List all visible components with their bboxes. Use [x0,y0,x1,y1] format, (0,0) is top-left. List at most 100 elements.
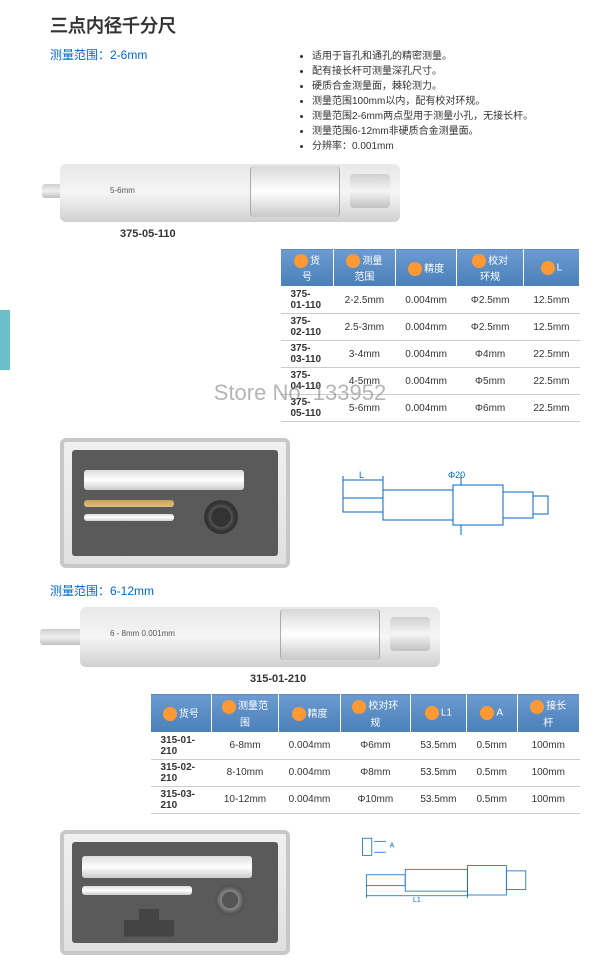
part-number-2: 315-01-210 [250,673,580,685]
case-and-drawing-1: L Φ20 [50,430,580,576]
table-row: 375-03-1103-4mm0.004mmΦ4mm22.5mm [281,341,580,368]
bullet-item: 配有接长杆可测量深孔尺寸。 [312,64,580,79]
table-header: 货号 [151,694,212,732]
table-cell: 0.004mm [279,732,341,759]
table-cell: 12.5mm [523,314,579,341]
draw2-A: A [390,842,395,849]
table-header: 货号 [281,249,334,287]
header-icon [530,700,544,714]
table-cell: 6-8mm [211,732,278,759]
bullet-item: 硬质合金测量面，棘轮测力。 [312,79,580,94]
table-row: 375-01-1102-2.5mm0.004mmΦ2.5mm12.5mm [281,287,580,314]
mic1-label: 5-6mm [110,186,135,195]
table-cell: 53.5mm [410,732,466,759]
table-cell: 375-03-110 [281,341,334,368]
table-cell: 0.004mm [395,368,457,395]
table-cell: Φ2.5mm [457,287,523,314]
table-row: 375-02-1102.5-3mm0.004mmΦ2.5mm12.5mm [281,314,580,341]
table-header: 校对环规 [457,249,523,287]
header-icon [472,254,486,268]
table-cell: 0.004mm [395,287,457,314]
bullet-item: 测量范围2-6mm两点型用于测量小孔，无接长杆。 [312,109,580,124]
table-cell: 0.5mm [466,732,517,759]
table-cell: 100mm [517,759,580,786]
range-label-2: 测量范围：6-12mm [50,582,580,599]
table-cell: 8-10mm [211,759,278,786]
table-cell: Φ2.5mm [457,314,523,341]
table-header: 接长杆 [517,694,580,732]
table-header: 精度 [279,694,341,732]
table-header: 校对环规 [340,694,410,732]
header-icon [352,700,366,714]
table-cell: 0.004mm [395,314,457,341]
table-header: L [523,249,579,287]
table-row: 375-04-1104-5mm0.004mmΦ5mm22.5mm [281,368,580,395]
table-cell: 315-02-210 [151,759,212,786]
table-cell: 2.5-3mm [334,314,396,341]
table-cell: 0.004mm [395,341,457,368]
table-cell: 22.5mm [523,368,579,395]
table-header: 测量范围 [211,694,278,732]
draw2-L1: L1 [413,897,421,902]
header-icon [480,706,494,720]
table-cell: 375-02-110 [281,314,334,341]
table-cell: Φ6mm [340,732,410,759]
header-icon [425,706,439,720]
spec-table-2: 货号测量范围精度校对环规L1A接长杆315-01-2106-8mm0.004mm… [150,693,580,813]
technical-drawing-1: L Φ20 [333,470,563,543]
micrometer-image-1: 5-6mm [60,164,400,222]
table-cell: 53.5mm [410,759,466,786]
header-icon [294,254,308,268]
bullet-item: 分辨率：0.001mm [312,139,580,154]
draw1-d20: Φ20 [448,470,465,480]
header-icon [222,700,236,714]
case-image-2 [60,830,290,955]
table-cell: 5-6mm [334,395,396,422]
table-cell: 22.5mm [523,395,579,422]
page-title: 三点内径千分尺 [50,12,580,38]
table-cell: 22.5mm [523,341,579,368]
product-1: 5-6mm 375-05-110 [50,164,580,240]
table-cell: 4-5mm [334,368,396,395]
table-cell: 0.5mm [466,759,517,786]
feature-bullets: 适用于盲孔和通孔的精密测量。配有接长杆可测量深孔尺寸。硬质合金测量面，棘轮测力。… [300,49,580,154]
table-cell: 0.004mm [395,395,457,422]
table-header: A [466,694,517,732]
table-cell: Φ6mm [457,395,523,422]
mic2-label: 6 - 8mm 0.001mm [110,629,175,638]
table-header: 精度 [395,249,457,287]
header-icon [346,254,360,268]
table-cell: Φ5mm [457,368,523,395]
micrometer-image-2: 6 - 8mm 0.001mm [80,607,440,667]
table-cell: 375-05-110 [281,395,334,422]
table-header: 测量范围 [334,249,396,287]
table-cell: 2-2.5mm [334,287,396,314]
header-icon [163,707,177,721]
header-icon [408,262,422,276]
bullet-item: 适用于盲孔和通孔的精密测量。 [312,49,580,64]
bullet-item: 测量范围100mm以内，配有校对环规。 [312,94,580,109]
table-row: 315-01-2106-8mm0.004mmΦ6mm53.5mm0.5mm100… [151,732,580,759]
table-cell: 3-4mm [334,341,396,368]
table-row: 315-02-2108-10mm0.004mmΦ8mm53.5mm0.5mm10… [151,759,580,786]
table-cell: Φ4mm [457,341,523,368]
header-icon [541,261,555,275]
table-header: L1 [410,694,466,732]
spec-table-1: 货号测量范围精度校对环规L375-01-1102-2.5mm0.004mmΦ2.… [280,248,580,422]
table-cell: 375-01-110 [281,287,334,314]
part-number-1: 375-05-110 [120,228,580,240]
bullet-item: 测量范围6-12mm非硬质合金测量面。 [312,124,580,139]
side-tab [0,310,10,370]
case-image-1 [60,438,290,568]
table-cell: 375-04-110 [281,368,334,395]
table-cell: 0.004mm [279,759,341,786]
technical-drawing-2: A L1 [333,832,563,905]
table-cell: Φ8mm [340,759,410,786]
table-cell: 315-01-210 [151,732,212,759]
product-2: 6 - 8mm 0.001mm 315-01-210 [50,607,580,685]
table-cell: 100mm [517,732,580,759]
case-and-drawing-2: A L1 [50,822,580,963]
table-row: 375-05-1105-6mm0.004mmΦ6mm22.5mm [281,395,580,422]
draw1-L: L [359,470,364,480]
header-icon [292,707,306,721]
